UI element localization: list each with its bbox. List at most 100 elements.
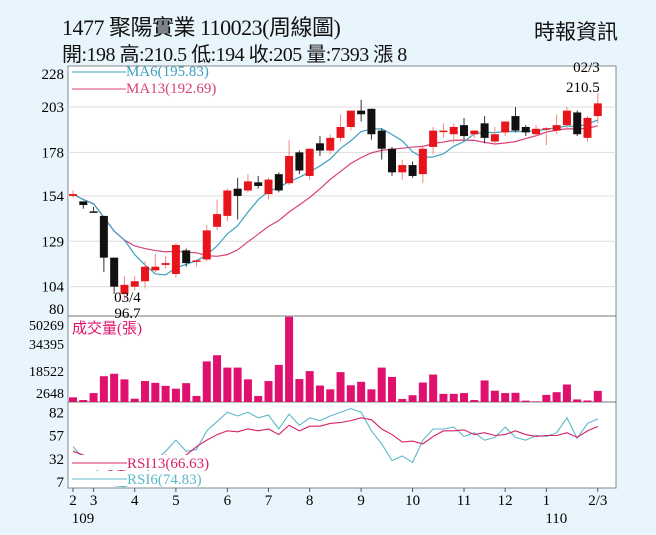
x-tick-label: 2: [69, 493, 77, 509]
volume-bar: [69, 397, 77, 402]
candle-body: [449, 126, 458, 135]
volume-bar: [264, 381, 273, 402]
volume-bar: [562, 384, 571, 402]
volume-bar: [336, 372, 345, 402]
candle-body: [583, 117, 592, 138]
candle-body: [439, 130, 448, 133]
candle-body: [254, 182, 263, 186]
candle-body: [315, 143, 324, 151]
x-tick-label: 1: [543, 493, 551, 509]
legend-bg: [72, 471, 212, 486]
candle-body: [377, 130, 386, 149]
volume-bar: [511, 392, 520, 402]
candle-body: [480, 123, 489, 138]
volume-bar: [141, 381, 150, 402]
volume-tick-label: 18522: [29, 365, 64, 380]
candle-body: [387, 148, 396, 173]
price-tick-label: 178: [42, 145, 65, 161]
candle-body: [418, 148, 427, 175]
volume-bar: [470, 400, 479, 402]
volume-bar: [192, 395, 201, 402]
volume-bar: [213, 355, 222, 402]
candle-body: [357, 110, 366, 115]
x-tick-label: 4: [131, 493, 139, 509]
candle-body: [521, 126, 530, 133]
volume-bar: [418, 382, 427, 402]
legend-rsi13: RSI13(66.63): [127, 456, 209, 472]
volume-bar: [449, 393, 458, 402]
volume-bar: [593, 390, 602, 402]
rsi-tick-label: 57: [49, 429, 65, 445]
volume-bar: [182, 383, 191, 402]
volume-bar: [439, 393, 448, 402]
volume-bar: [501, 393, 510, 402]
candle-body: [274, 174, 283, 191]
candle-body: [130, 281, 139, 287]
x-tick-label: 8: [306, 493, 314, 509]
volume-bar: [573, 399, 582, 402]
candle-body: [346, 110, 355, 127]
x-tick-label: 2/3: [588, 493, 607, 509]
candle-body: [141, 266, 150, 282]
candle-body: [192, 260, 201, 262]
source-label: 時報資訊: [534, 20, 618, 44]
candle-body: [593, 103, 602, 117]
rsi-tick-label: 82: [49, 405, 64, 421]
candle-body: [285, 156, 294, 184]
volume-bar: [315, 385, 324, 402]
x-tick-label: 10: [405, 493, 420, 509]
volume-bar: [295, 379, 304, 402]
candle-body: [470, 130, 479, 135]
candle-body: [398, 165, 407, 173]
ma6-line: [72, 119, 599, 276]
legend-ma6: MA6(195.83): [126, 64, 209, 80]
volume-bar: [151, 382, 160, 402]
candle-body: [532, 128, 541, 135]
candle-body: [202, 230, 211, 260]
volume-bar: [377, 367, 386, 402]
x-tick-label: 11: [457, 493, 471, 509]
price-tick-label: 80: [49, 302, 64, 318]
price-tick-label: 228: [42, 67, 65, 83]
candle-body: [182, 250, 191, 264]
candle-body: [511, 116, 520, 131]
volume-bar: [305, 371, 314, 402]
candle-body: [171, 244, 180, 274]
x-tick-label: 9: [357, 493, 365, 509]
volume-bar: [254, 395, 263, 402]
volume-bar: [202, 361, 211, 402]
volume-bar: [120, 379, 129, 402]
candle-body: [367, 108, 376, 135]
volume-bar: [243, 379, 252, 402]
candle-body: [233, 188, 242, 196]
volume-bar: [99, 376, 108, 402]
x-tick-label: 7: [265, 493, 273, 509]
annotation-date: 03/4: [114, 290, 141, 306]
annotation-value: 96.7: [114, 306, 141, 322]
x-tick-label: 5: [172, 493, 180, 509]
volume-bar: [460, 393, 469, 402]
candle-body: [89, 211, 98, 213]
volume-bar: [357, 381, 366, 402]
candle-body: [336, 126, 345, 138]
x-tick-label: 3: [90, 493, 98, 509]
price-tick-label: 203: [42, 100, 65, 116]
candle-body: [243, 181, 252, 191]
volume-bar: [171, 388, 180, 402]
x-year-label: 109: [72, 511, 95, 527]
volume-bar: [161, 385, 170, 402]
candle-body: [223, 190, 232, 216]
candle-body: [429, 130, 438, 147]
price-tick-label: 104: [42, 280, 65, 296]
candle-body: [562, 110, 571, 126]
candle-body: [99, 215, 108, 258]
ma13-line: [72, 125, 598, 257]
candle-body: [573, 112, 582, 135]
candle-body: [213, 214, 222, 227]
volume-bar: [552, 392, 561, 402]
volume-bar: [429, 374, 438, 402]
volume-bar: [346, 385, 355, 402]
legend-bg: [72, 455, 212, 470]
volume-bar: [490, 390, 499, 402]
